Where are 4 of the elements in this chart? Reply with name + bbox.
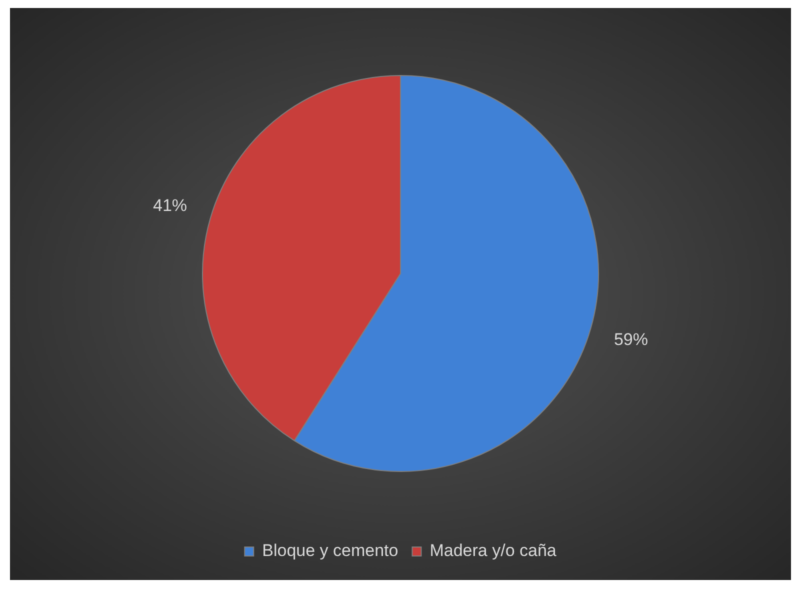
data-label: 59%: [614, 330, 648, 350]
legend-label: Bloque y cemento: [262, 541, 398, 560]
legend-label: Madera y/o caña: [430, 541, 557, 560]
data-label: 41%: [153, 196, 188, 216]
